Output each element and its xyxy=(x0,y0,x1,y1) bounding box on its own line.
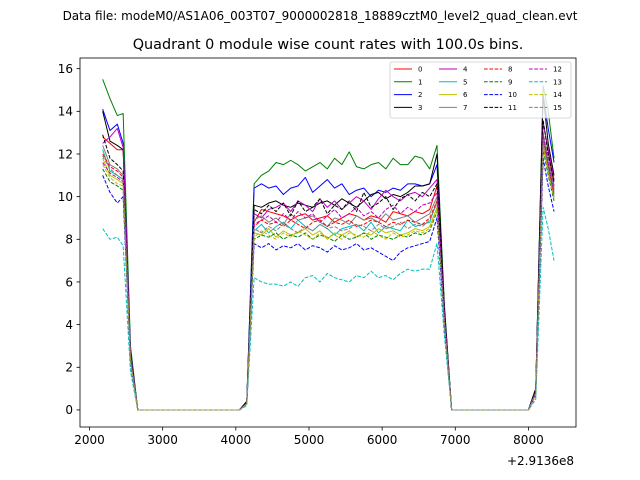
legend-label-4: 4 xyxy=(463,66,468,74)
y-tick-label: 2 xyxy=(65,361,73,375)
legend-label-2: 2 xyxy=(418,91,422,99)
legend-label-9: 9 xyxy=(508,78,512,86)
y-tick-label: 12 xyxy=(58,147,73,161)
figure-suptitle: Data file: modeM0/AS1A06_003T07_90000028… xyxy=(63,9,578,23)
x-tick-label: 5000 xyxy=(294,433,325,447)
x-tick-label: 7000 xyxy=(440,433,471,447)
legend-label-1: 1 xyxy=(418,78,422,86)
y-axis: 0 2 4 6 8 10 12 14 16 xyxy=(58,62,80,417)
x-tick-label: 4000 xyxy=(221,433,252,447)
x-offset-label: +2.9136e8 xyxy=(507,454,574,468)
series-lines xyxy=(102,79,555,411)
legend-label-0: 0 xyxy=(418,66,422,74)
legend-box xyxy=(389,61,572,119)
legend-label-12: 12 xyxy=(553,66,562,74)
x-tick-label: 3000 xyxy=(147,433,178,447)
legend-label-15: 15 xyxy=(553,104,562,112)
legend-label-13: 13 xyxy=(553,78,562,86)
y-tick-label: 10 xyxy=(58,190,73,204)
legend-label-11: 11 xyxy=(508,104,517,112)
legend-label-14: 14 xyxy=(553,91,562,99)
series-line-8 xyxy=(102,140,555,411)
x-axis: 2000 3000 4000 5000 6000 7000 8000 xyxy=(74,427,544,447)
chart-title: Quadrant 0 module wise count rates with … xyxy=(133,37,524,53)
legend-label-10: 10 xyxy=(508,91,517,99)
legend-label-6: 6 xyxy=(463,91,468,99)
y-tick-label: 8 xyxy=(65,233,73,247)
series-line-13 xyxy=(102,206,555,411)
axes-frame xyxy=(79,57,577,428)
legend-label-7: 7 xyxy=(463,104,467,112)
x-tick-label: 8000 xyxy=(513,433,544,447)
y-tick-label: 0 xyxy=(65,403,73,417)
y-tick-label: 6 xyxy=(65,275,73,289)
y-tick-label: 16 xyxy=(58,62,73,76)
x-tick-label: 2000 xyxy=(74,433,105,447)
y-tick-label: 14 xyxy=(58,105,73,119)
legend-label-8: 8 xyxy=(508,66,512,74)
legend-label-3: 3 xyxy=(418,104,422,112)
x-tick-label: 6000 xyxy=(367,433,398,447)
y-tick-label: 4 xyxy=(65,318,73,332)
legend-label-5: 5 xyxy=(463,78,467,86)
series-line-15 xyxy=(102,138,555,411)
